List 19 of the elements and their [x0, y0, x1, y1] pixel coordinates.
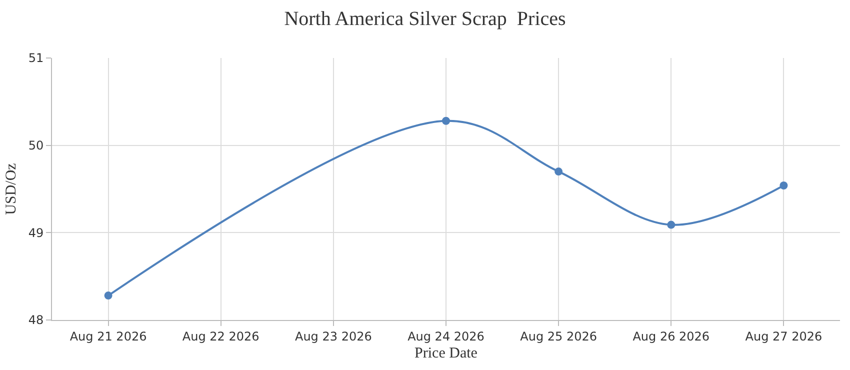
point — [442, 116, 450, 125]
x-tick-label: Aug 23 2026 — [294, 329, 372, 344]
point — [667, 220, 676, 229]
x-tick-label: Aug 25 2026 — [520, 329, 598, 344]
y-tick-label: 50 — [28, 138, 44, 153]
x-axis-title: Price Date — [414, 345, 478, 362]
x-tick-label: Aug 24 2026 — [408, 329, 484, 344]
point — [104, 292, 112, 300]
x-tick-label: Aug 21 2026 — [70, 329, 147, 344]
x-tick-label: Aug 22 2026 — [182, 329, 260, 344]
x-tick-label: Aug 27 2026 — [745, 329, 822, 344]
y-tick-label: 49 — [28, 226, 44, 240]
y-tick-label: 51 — [28, 51, 44, 66]
y-axis-title: USD/Oz — [4, 162, 20, 215]
point — [780, 182, 788, 190]
y-tick-label: 48 — [28, 313, 44, 328]
x-tick-label: Aug 26 2026 — [632, 329, 710, 344]
chart-title: North America Silver Scrap Prices — [284, 8, 566, 30]
point — [554, 168, 563, 176]
